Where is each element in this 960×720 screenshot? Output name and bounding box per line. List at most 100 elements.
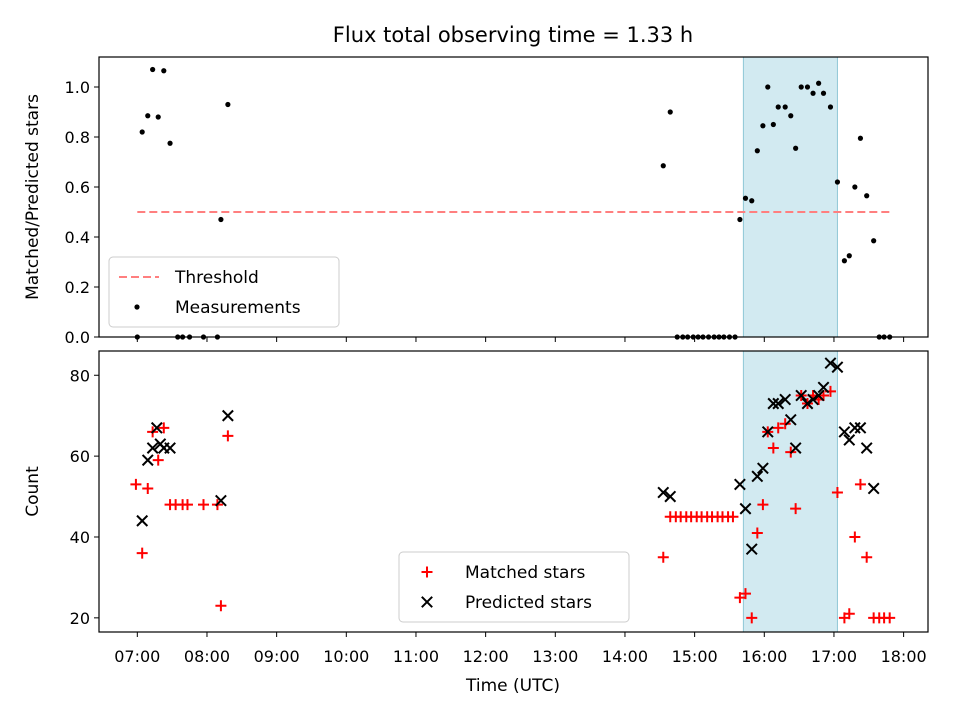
data-point: [760, 123, 766, 129]
data-point: [788, 113, 794, 119]
data-point: [807, 393, 819, 406]
data-point: [146, 442, 159, 454]
data-point: [134, 304, 140, 310]
data-point: [751, 527, 763, 539]
data-point: [834, 179, 841, 185]
data-point: [854, 421, 867, 434]
data-point: [841, 258, 848, 264]
data-point: [225, 101, 231, 108]
data-point: [793, 145, 799, 151]
data-point: [150, 421, 163, 434]
x-tick-label: 08:00: [184, 647, 230, 666]
data-point: [779, 418, 791, 430]
data-point: [789, 442, 802, 454]
data-point: [152, 454, 164, 466]
data-point: [150, 66, 156, 73]
data-point: [871, 238, 877, 244]
data-point: [838, 425, 851, 438]
data-point: [765, 84, 771, 90]
data-point: [749, 198, 755, 204]
data-point: [136, 547, 148, 559]
y-tick-label: 1.0: [65, 78, 90, 97]
data-point: [816, 80, 822, 86]
data-point: [141, 454, 154, 467]
data-point: [139, 129, 145, 135]
data-point: [657, 486, 670, 499]
data-point: [801, 397, 814, 410]
data-point: [846, 253, 852, 259]
legend-box: [398, 551, 630, 623]
data-point: [884, 612, 896, 624]
data-point: [775, 104, 781, 110]
data-point: [804, 84, 811, 90]
y-tick-label: 0.8: [65, 128, 90, 147]
y-axis-label: Count: [23, 466, 43, 517]
x-tick-label: 11:00: [393, 647, 439, 666]
data-point: [727, 511, 739, 523]
x-tick-label: 14:00: [602, 647, 648, 666]
data-point: [864, 193, 870, 199]
x-tick-label: 15:00: [672, 647, 718, 666]
data-point: [852, 184, 858, 190]
data-point: [798, 84, 804, 90]
data-point: [772, 397, 785, 410]
data-point: [197, 499, 209, 511]
legend: Matched stars Predicted stars: [398, 551, 630, 623]
data-point: [767, 397, 780, 410]
data-point: [164, 442, 176, 454]
data-point: [221, 409, 234, 422]
data-point: [795, 389, 808, 402]
y-tick-label: 0.0: [65, 328, 90, 347]
data-point: [664, 490, 677, 503]
data-point: [667, 109, 673, 115]
data-point: [739, 502, 752, 515]
axes-frame: [98, 56, 929, 338]
legend-label: Measurements: [175, 298, 301, 318]
data-point: [827, 104, 834, 110]
legend-label: Predicted stars: [465, 593, 592, 613]
data-point: [779, 393, 792, 406]
data-point: [857, 135, 864, 141]
data-point: [421, 566, 433, 578]
series-predicted-stars: [136, 357, 880, 556]
data-point: [746, 612, 758, 624]
data-point: [421, 596, 433, 608]
data-point: [142, 482, 154, 494]
data-point: [860, 442, 873, 454]
data-point: [810, 90, 816, 96]
data-point: [158, 422, 170, 434]
y-axis-label: Matched/Predicted stars: [23, 94, 43, 300]
data-point: [861, 551, 873, 563]
data-point: [770, 121, 776, 128]
data-point: [660, 163, 666, 169]
data-point: [215, 494, 227, 507]
data-point: [734, 592, 746, 604]
data-point: [751, 470, 764, 483]
data-point: [742, 195, 749, 201]
data-point: [739, 588, 751, 600]
legend: Threshold Measurements: [108, 256, 340, 328]
data-point: [130, 478, 142, 490]
top-panel-ratio: 0.0 0.2 0.4 0.6 0.8 1.0 Matched/Predicted star…: [23, 56, 929, 347]
data-point: [849, 531, 861, 543]
x-tick-label: 10:00: [323, 647, 369, 666]
data-point: [831, 487, 843, 499]
legend-label: Matched stars: [465, 563, 585, 583]
legend-label: Threshold: [174, 268, 259, 288]
x-axis-label: Time (UTC): [465, 676, 560, 696]
data-point: [754, 148, 760, 154]
data-point: [215, 600, 227, 612]
series-matched-stars: [130, 385, 896, 624]
data-point: [824, 357, 837, 370]
data-point: [761, 425, 774, 438]
data-point: [745, 543, 758, 556]
data-point: [167, 140, 173, 146]
bottom-panel-count: 20 40 60 80 07:00 08:00 09:00 10:00 11:00 12:00 13…: [23, 350, 929, 666]
data-point: [155, 114, 161, 120]
y-tick-label: 0.6: [65, 178, 90, 197]
highlight-span: [742, 56, 838, 338]
data-point: [772, 422, 784, 434]
data-point: [222, 430, 234, 442]
y-tick-label: 60: [70, 447, 90, 466]
